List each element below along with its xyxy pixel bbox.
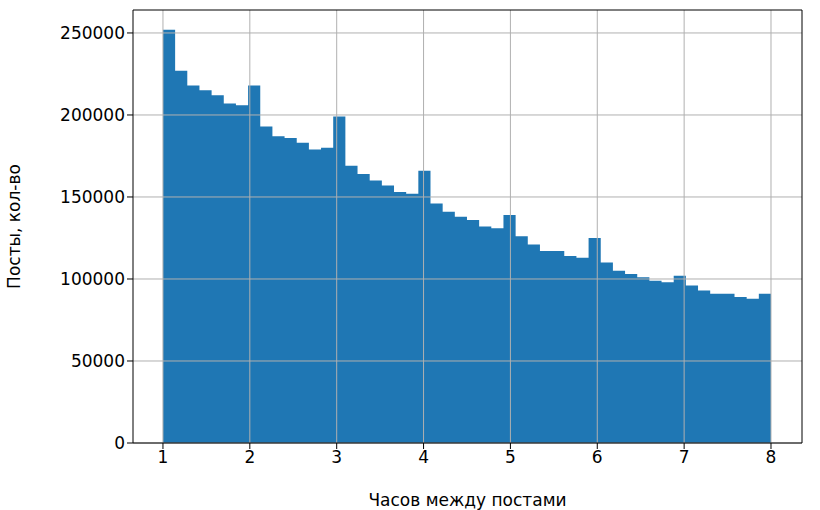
svg-text:2: 2 [244, 447, 255, 467]
svg-text:100000: 100000 [60, 269, 125, 289]
svg-text:0: 0 [114, 433, 125, 453]
svg-text:7: 7 [679, 447, 690, 467]
svg-text:5: 5 [505, 447, 516, 467]
svg-text:8: 8 [766, 447, 777, 467]
svg-text:1: 1 [158, 447, 169, 467]
svg-text:250000: 250000 [60, 23, 125, 43]
svg-text:150000: 150000 [60, 187, 125, 207]
svg-text:3: 3 [331, 447, 342, 467]
svg-text:Посты, кол-во: Посты, кол-во [8, 164, 24, 289]
svg-text:50000: 50000 [71, 351, 125, 371]
svg-text:4: 4 [418, 447, 429, 467]
svg-text:6: 6 [592, 447, 603, 467]
svg-text:Часов между постами: Часов между постами [368, 490, 566, 510]
svg-text:200000: 200000 [60, 105, 125, 125]
